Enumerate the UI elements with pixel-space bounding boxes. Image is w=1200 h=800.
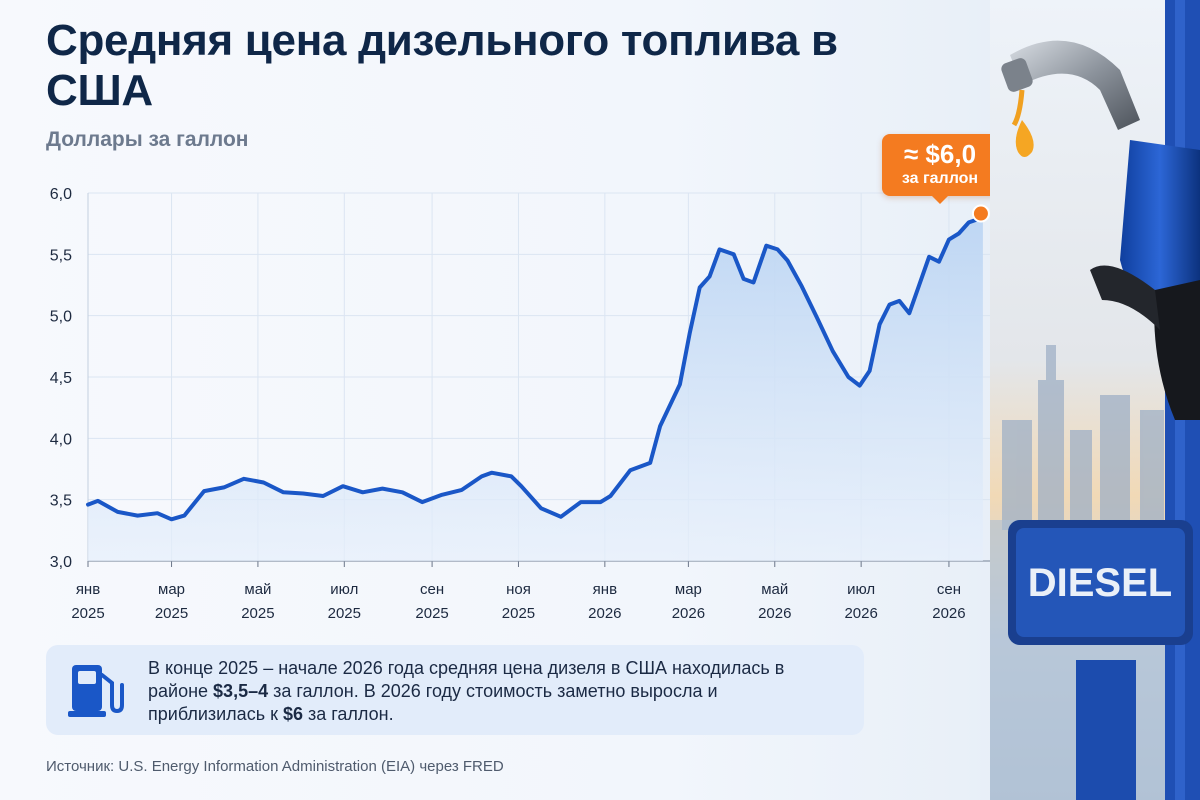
y-tick-label: 3,5	[50, 493, 72, 510]
chart-end-marker	[971, 204, 990, 223]
y-tick-label: 3,0	[50, 554, 72, 571]
x-tick-year: 2025	[241, 605, 274, 622]
y-tick-label: 4,0	[50, 431, 72, 448]
callout-value: ≈ $6,0	[903, 139, 977, 169]
x-tick-year: 2026	[758, 605, 791, 622]
x-tick-label: июл	[330, 581, 358, 598]
y-tick-label: 5,5	[50, 247, 72, 264]
source-note: Источник: U.S. Energy Information Admini…	[46, 758, 504, 775]
diesel-price-chart: 3,0 3,5 4,0 4,5 5,0 5,5 6,0 янв 2025 мар 2025 май 2…	[50, 186, 990, 622]
fuel-pump-icon	[68, 665, 124, 717]
summary-text: В конце 2025 – начале 2026 года средняя …	[148, 658, 785, 724]
x-tick-year: 2025	[71, 605, 104, 622]
page-title: Средняя цена дизельного топлива в США	[46, 16, 838, 115]
y-tick-label: 5,0	[50, 309, 72, 326]
x-tick-year: 2026	[672, 605, 705, 622]
x-tick-year: 2026	[932, 605, 965, 622]
x-tick-label: июл	[847, 581, 875, 598]
x-tick-label: сен	[937, 581, 961, 598]
summary-note: В конце 2025 – начале 2026 года средняя …	[46, 645, 864, 735]
fuel-nozzle-photo: DIESEL	[990, 0, 1200, 800]
x-tick-year: 2026	[588, 605, 621, 622]
x-tick-label: сен	[420, 581, 444, 598]
price-callout: ≈ $6,0 за галлон	[882, 134, 998, 204]
y-axis-ticks: 3,0 3,5 4,0 4,5 5,0 5,5 6,0	[50, 186, 72, 571]
x-tick-label: май	[244, 581, 271, 598]
y-tick-label: 6,0	[50, 186, 72, 203]
x-axis-ticks: янв 2025 мар 2025 май 2025 июл 2025 сен 2025 ноя 20…	[71, 581, 965, 622]
chart-subtitle: Доллары за галлон	[46, 128, 249, 151]
x-tick-year: 2025	[328, 605, 361, 622]
diesel-sign-text: DIESEL	[1028, 561, 1172, 605]
x-tick-label: янв	[76, 581, 100, 598]
x-tick-year: 2026	[844, 605, 877, 622]
x-tick-year: 2025	[415, 605, 448, 622]
callout-unit: за галлон	[901, 170, 979, 187]
x-tick-label: янв	[593, 581, 617, 598]
x-tick-label: мар	[158, 581, 185, 598]
y-tick-label: 4,5	[50, 370, 72, 387]
x-tick-label: май	[761, 581, 788, 598]
x-tick-label: мар	[675, 581, 702, 598]
x-tick-year: 2025	[502, 605, 535, 622]
x-tick-year: 2025	[155, 605, 188, 622]
x-tick-label: ноя	[506, 581, 531, 598]
chart-area-fill	[88, 217, 983, 561]
